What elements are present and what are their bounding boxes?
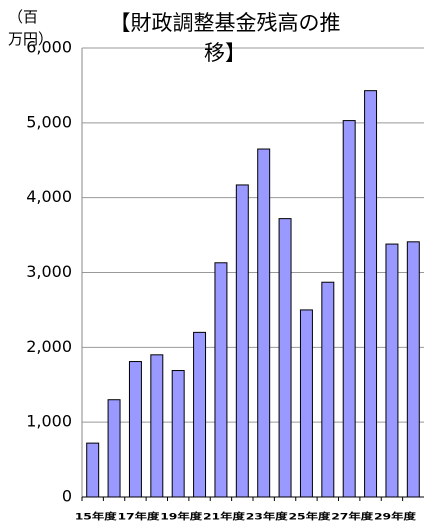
bar: [235, 184, 249, 498]
bar: [214, 262, 228, 498]
y-tick-label: 0: [62, 487, 72, 506]
y-tick-label: 4,000: [26, 187, 72, 206]
bar: [364, 90, 378, 498]
bar: [86, 442, 100, 498]
bar: [321, 281, 335, 498]
x-tick-label: 23年度: [246, 511, 289, 523]
chart-title: 【財政調整基金残高の推移】: [109, 11, 341, 65]
y-tick-label: 2,000: [26, 337, 72, 356]
bar: [257, 148, 271, 498]
bar: [171, 370, 185, 498]
y-tick-label: 6,000: [26, 38, 72, 57]
x-tick-label: 19年度: [160, 511, 203, 523]
bar: [385, 243, 399, 498]
x-tick-label: 29年度: [374, 511, 417, 523]
bar: [278, 218, 292, 498]
bar: [342, 120, 356, 498]
y-tick-label: 1,000: [26, 412, 72, 431]
x-tick-label: 17年度: [117, 511, 160, 523]
bar: [193, 331, 207, 498]
y-tick-label: 5,000: [26, 112, 72, 131]
x-tick-label: 21年度: [203, 511, 246, 523]
bar: [128, 361, 142, 498]
y-tick-label: 3,000: [26, 262, 72, 281]
bar: [299, 309, 313, 498]
bar: [406, 241, 420, 498]
x-tick-label: 27年度: [331, 511, 374, 523]
bar: [107, 399, 121, 498]
x-tick-label: 15年度: [75, 511, 118, 523]
bar: [150, 354, 164, 498]
x-tick-label: 25年度: [288, 511, 331, 523]
y-axis-label: （百万円）: [8, 8, 54, 48]
